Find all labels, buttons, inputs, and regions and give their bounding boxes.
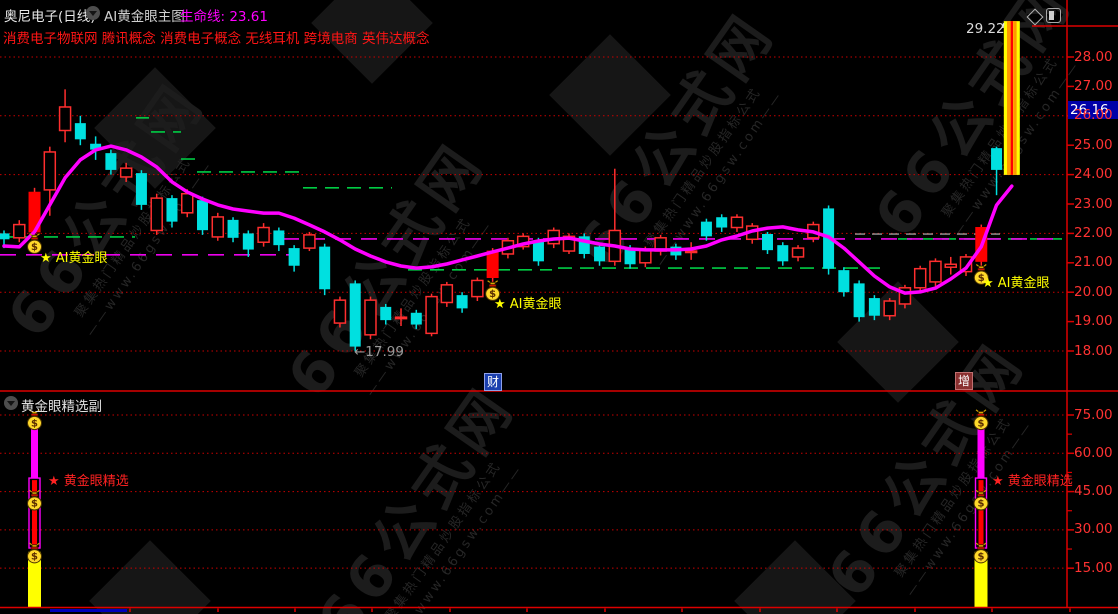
buy-signal-label: ★ AI黄金眼 [982, 276, 1050, 291]
main-indicator-name: AI黄金眼主图 [104, 9, 185, 25]
sub-axis-label: 45.00 [1074, 483, 1113, 500]
price-axis-label: 19.00 [1074, 313, 1113, 330]
last-price-badge: 26.16 [1068, 101, 1118, 119]
price-axis-label: 26.00 [1074, 107, 1113, 124]
chevron-down-icon[interactable] [86, 6, 100, 20]
lifeline-value-label: 生命线: 23.61 [180, 9, 268, 25]
event-badge-issue[interactable]: 增 [955, 372, 973, 390]
low-price-label: ←17.99 [354, 344, 404, 360]
price-axis-label: 23.00 [1074, 195, 1113, 212]
select-signal-label: ★ 黄金眼精选 [48, 474, 129, 489]
price-axis-label: 28.00 [1074, 48, 1113, 65]
sub-axis-label: 15.00 [1074, 559, 1113, 576]
scrollbar-thumb[interactable] [50, 609, 127, 612]
event-badge-finance[interactable]: 财 [484, 373, 502, 391]
sub-axis-label: 30.00 [1074, 521, 1113, 538]
price-axis-label: 22.00 [1074, 224, 1113, 241]
select-signal-label: ★ 黄金眼精选 [992, 474, 1073, 489]
chevron-down-icon[interactable] [4, 396, 18, 410]
split-panel-icon[interactable] [1046, 8, 1061, 23]
diamond-icon[interactable] [1026, 8, 1044, 26]
price-axis-label: 25.00 [1074, 136, 1113, 153]
sub-axis-label: 75.00 [1074, 406, 1113, 423]
lifeline-path [2, 144, 1014, 295]
price-axis-label: 27.00 [1074, 77, 1113, 94]
sub-indicator-title: 黄金眼精选副 [21, 399, 102, 415]
stock-title: 奥尼电子(日线) [4, 9, 96, 25]
sub-indicator-bar [28, 427, 41, 607]
concept-tags: 消费电子物联网 腾讯概念 消费电子概念 无线耳机 跨境电商 英伟达概念 [3, 31, 430, 47]
price-axis-label: 18.00 [1074, 342, 1113, 359]
high-price-label: 29.22 [966, 21, 1005, 37]
buy-signal-label: ★ AI黄金眼 [40, 251, 108, 266]
price-axis-label: 21.00 [1074, 254, 1113, 271]
sub-axis-label: 60.00 [1074, 444, 1113, 461]
price-axis-label: 24.00 [1074, 166, 1113, 183]
buy-signal-label: ★ AI黄金眼 [494, 297, 562, 312]
price-axis-label: 20.00 [1074, 283, 1113, 300]
